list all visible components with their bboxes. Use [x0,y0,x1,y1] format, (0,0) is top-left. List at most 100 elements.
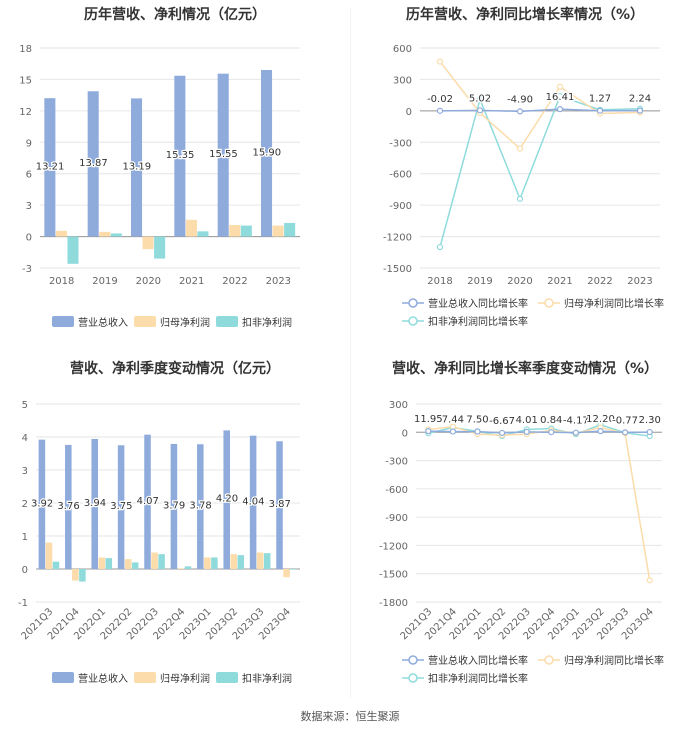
y-tick-label: 600 [393,44,412,55]
x-tick-label: 2019 [92,276,117,287]
y-tick-label: -1800 [379,598,408,609]
x-tick-label: 2023 [266,276,291,287]
y-tick-label: 0 [26,233,32,244]
x-tick-label: 2022 [222,276,247,287]
data-point [516,108,524,115]
bar [98,557,106,569]
x-tick-label: 2020 [136,276,161,287]
legend-label: 归母净利润同比增长率 [564,654,664,667]
data-label: 13.87 [79,158,108,169]
bar [44,98,56,237]
data-point [476,107,484,114]
bar [65,444,72,569]
bar [105,558,113,569]
data-label: 3.78 [189,501,211,512]
bar [185,219,197,237]
data-label: 4.07 [137,496,159,507]
bar [142,236,154,250]
legend-label: 归母净利润同比增长率 [564,297,664,310]
bar [170,443,178,569]
legend-marker [408,298,418,308]
data-point [425,428,432,435]
data-label: 3.92 [31,498,53,509]
y-tick-label: 3 [26,201,32,212]
bar [249,435,257,569]
y-tick-label: -1500 [379,570,408,581]
bar [55,230,67,237]
bar [223,430,230,569]
data-label: 15.90 [252,147,281,158]
legend-label: 营业总收入 [78,672,128,685]
data-label: 1.27 [589,94,611,105]
legend-label: 营业总收入同比增长率 [428,654,528,667]
bar [131,98,143,237]
y-tick-label: -1500 [383,264,412,275]
bar [131,562,139,569]
data-point [572,429,579,436]
data-point [556,83,564,90]
legend-label: 归母净利润 [160,316,210,329]
data-label: 2.30 [639,415,661,426]
data-point [596,107,604,114]
data-point [436,58,444,65]
annual-revenue-profit-panel: 历年营收、净利情况（亿元） -3 0 3 6 9 12 15 18 2018 2019 2020 20… [0,0,350,345]
panel-divider [350,8,351,698]
bar [229,225,241,237]
data-point [474,428,481,435]
series-line [428,425,651,581]
data-label: 16.41 [546,92,575,103]
data-point [556,106,564,113]
data-label: 2.24 [629,94,651,105]
y-tick-label: -1 [18,598,28,609]
bar [272,225,284,237]
quarterly-bar-chart: -10123452021Q32021Q42022Q12022Q22022Q320… [18,400,300,685]
data-label: 3.87 [269,499,291,510]
bar [174,75,186,237]
data-label: -4.90 [507,94,533,105]
bar [67,236,79,264]
x-tick-label: 2018 [49,276,74,287]
data-label: -4.17 [563,416,589,427]
y-tick-label: 4 [22,433,28,444]
legend-label: 扣非净利润同比增长率 [428,315,528,328]
legend-swatch [134,672,156,683]
y-tick-label: 0 [402,428,408,439]
series-line [439,95,641,248]
data-point [622,429,629,436]
data-point [646,577,653,584]
bar [151,552,158,569]
legend-label: 扣非净利润 [242,316,292,329]
data-label: 11.95 [414,414,443,425]
data-point [636,107,644,114]
data-label: 3.94 [84,498,106,509]
data-point [516,195,524,202]
bar [256,552,264,569]
y-tick-label: -600 [389,170,412,181]
quarterly-revenue-profit-panel: 营收、净利季度变动情况（亿元） -1 0 1 2 3 4 5 2021Q3 2021Q4 2022… [0,350,350,700]
x-tick-label: 2023 [627,276,652,287]
y-tick-label: 6 [26,170,32,181]
bar [79,569,86,582]
bar [197,444,204,569]
bar [177,568,185,569]
bar [38,439,46,569]
data-label: 7.50 [466,415,488,426]
data-point [476,96,484,103]
x-tick-label: 2022 [587,276,612,287]
bar [99,231,111,237]
bar [261,70,273,237]
y-tick-label: 0 [406,107,412,118]
y-tick-label: 9 [26,138,32,149]
bar [284,222,296,237]
data-point [646,428,653,436]
bar [144,434,151,569]
data-label: 4.01 [516,415,538,426]
data-label: 4.04 [242,496,264,507]
y-tick-label: -1200 [379,541,408,552]
data-label: 5.02 [469,93,491,104]
y-tick-label: -900 [389,201,412,212]
data-point [436,243,444,251]
y-tick-label: 3 [22,466,28,477]
bar [117,445,125,569]
bar [110,233,122,237]
